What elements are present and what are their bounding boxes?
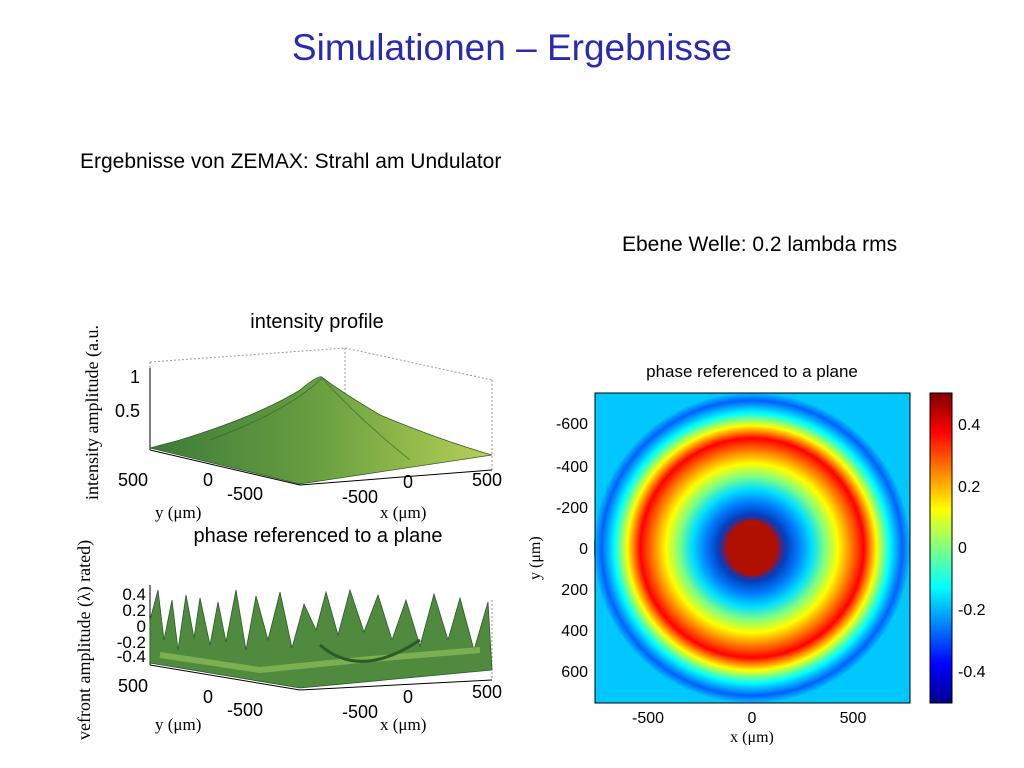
plot2-ztick: -0.2 (117, 633, 146, 652)
plot1-title: intensity profile (250, 311, 383, 333)
plot1-ztick: 0.5 (115, 401, 140, 421)
plot3-xlabel: x (μm) (730, 729, 774, 745)
plot2-zlabel: vefront amplitude (λ) rated) (74, 540, 95, 740)
plot1-ytick: 0 (203, 470, 213, 490)
plot2-ztick: 0 (137, 617, 146, 636)
phase-surface-plot: phase referenced to a plane vefront ampl… (74, 525, 502, 740)
plot3-xtick: 0 (748, 710, 757, 727)
plot3-ytick: 600 (561, 664, 588, 681)
phase-map-plot: phase referenced to a plane -600 -400 -2… (527, 362, 986, 745)
plot3-title: phase referenced to a plane (646, 362, 858, 381)
plot2-xtick: 500 (472, 682, 502, 702)
colorbar-tick: -0.2 (958, 602, 986, 619)
plot2-xtick: -500 (342, 702, 378, 722)
plot3-ytick: -200 (556, 500, 588, 517)
phase-map-frame (594, 392, 911, 704)
plot2-ztick: -0.4 (117, 647, 146, 666)
plot1-ytick: -500 (227, 484, 263, 504)
plot3-ytick: 400 (561, 623, 588, 640)
plot3-ytick: -400 (556, 459, 588, 476)
slide-subtitle: Ergebnisse von ZEMAX: Strahl am Undulato… (80, 150, 502, 173)
plot1-axes (149, 368, 493, 486)
slide-title: Simulationen – Ergebnisse (291, 27, 733, 68)
plot2-ztick: 0.2 (122, 601, 146, 620)
plot1-xtick: 500 (472, 470, 502, 490)
plot3-ytick: 0 (579, 541, 588, 558)
plot2-ylabel: y (μm) (155, 715, 201, 734)
colorbar-tick: 0.2 (958, 479, 980, 496)
plot2-xtick: 0 (403, 687, 413, 707)
plane-wave-caption: Ebene Welle: 0.2 lambda rms (622, 233, 898, 256)
plot2-ytick: 500 (118, 676, 148, 696)
plot3-ytick: 200 (561, 582, 588, 599)
plot3-ytick: -600 (556, 416, 588, 433)
colorbar-tick: -0.4 (958, 664, 986, 681)
colorbar-tick: 0 (958, 540, 967, 557)
plot1-ztick: 1 (130, 367, 140, 387)
plot2-title: phase referenced to a plane (193, 525, 442, 547)
plot1-xlabel: x (μm) (380, 503, 426, 522)
plot2-ztick: 0.4 (122, 585, 146, 604)
intensity-profile-plot: intensity profile intensity amplitude (a… (82, 311, 502, 522)
colorbar-tick: 0.4 (958, 417, 980, 434)
plot3-xtick: 500 (840, 710, 867, 727)
plot1-xtick: -500 (342, 487, 378, 507)
colorbar (929, 392, 953, 704)
plot3-xtick: -500 (632, 710, 664, 727)
plot1-ylabel: y (μm) (155, 503, 201, 522)
plot1-xtick: 0 (403, 472, 413, 492)
plot2-xlabel: x (μm) (380, 715, 426, 734)
plot2-ytick: 0 (203, 687, 213, 707)
plot1-zlabel: intensity amplitude (a.u. (82, 325, 103, 500)
plot3-ylabel: y (μm) (527, 536, 544, 580)
plot1-ytick: 500 (118, 470, 148, 490)
phase-map-center (726, 520, 778, 576)
plot1-surface (149, 376, 493, 485)
plot2-ytick: -500 (227, 700, 263, 720)
